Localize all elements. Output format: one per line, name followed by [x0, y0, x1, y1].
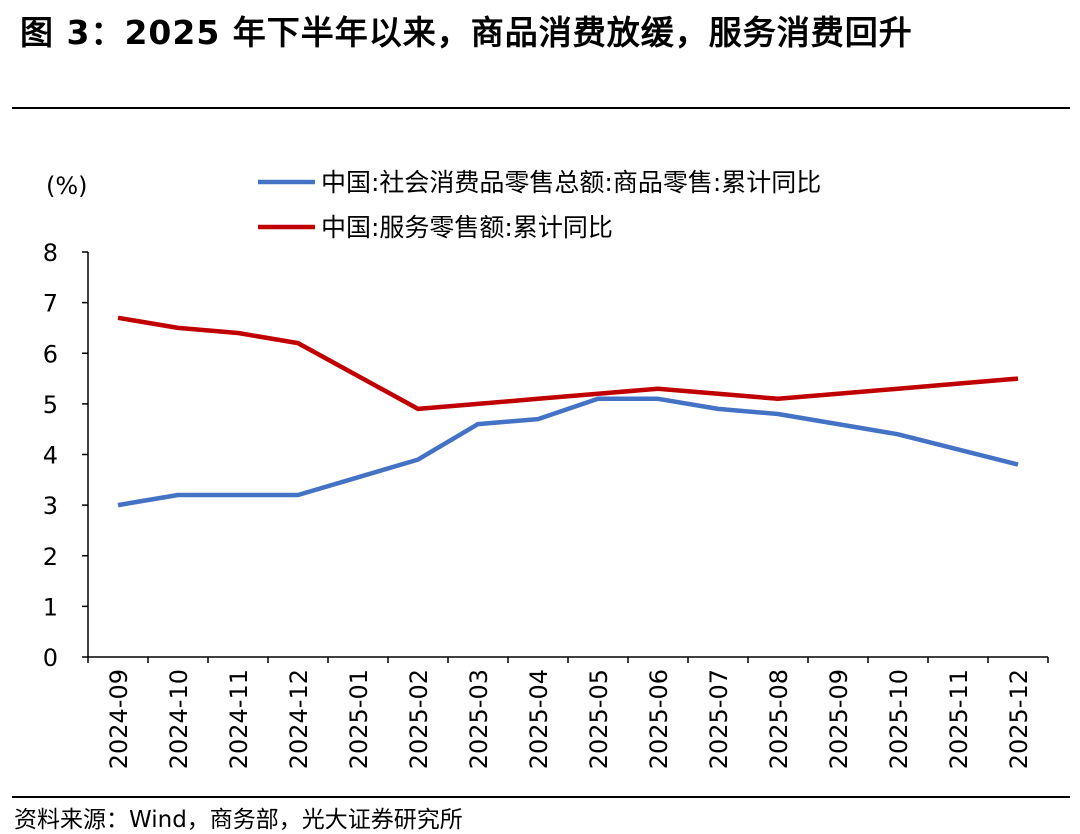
- y-tick-label: 6: [43, 340, 58, 368]
- y-tick-label: 2: [43, 543, 58, 571]
- x-tick-label: 2025-06: [645, 669, 673, 769]
- y-tick-label: 7: [43, 290, 58, 318]
- axes: 0 1 2 3 4 5 6 7 8 2024-09 2024-10 2024-11 2024-12 202…: [43, 239, 1049, 769]
- y-axis-label: (%): [46, 172, 88, 200]
- series-line-1: [117, 396, 1019, 508]
- source-divider: [12, 796, 1070, 798]
- y-tick-label: 8: [43, 239, 58, 267]
- x-tick-label: 2025-02: [405, 669, 433, 769]
- x-tick-label: 2025-03: [465, 669, 493, 769]
- y-tick-label: 4: [43, 442, 58, 470]
- x-tick-label: 2025-11: [945, 669, 973, 769]
- x-tick-label: 2025-08: [765, 669, 793, 769]
- legend-label: 中国:社会消费品零售总额:商品零售:累计同比: [321, 168, 821, 197]
- x-tick-label: 2025-12: [1005, 669, 1033, 769]
- x-tick-label: 2025-04: [525, 669, 553, 769]
- x-tick-label: 2025-05: [585, 669, 613, 769]
- y-tick-label: 0: [43, 644, 58, 672]
- x-tick-label: 2024-12: [285, 669, 313, 769]
- x-tick-label: 2025-01: [345, 669, 373, 769]
- x-tick-label: 2025-09: [825, 669, 853, 769]
- figure-title: 图 3：2025 年下半年以来，商品消费放缓，服务消费回升: [20, 13, 913, 52]
- title-divider: [12, 107, 1070, 109]
- x-tick-label: 2025-07: [705, 669, 733, 769]
- legend-label: 中国:服务零售额:累计同比: [321, 213, 613, 242]
- x-tick-label: 2024-10: [165, 669, 193, 769]
- x-tick-label: 2025-10: [885, 669, 913, 769]
- series-layer: [117, 315, 1019, 508]
- x-tick-label: 2024-11: [225, 669, 253, 769]
- y-tick-label: 1: [43, 593, 58, 621]
- source-note: 资料来源：Wind，商务部，光大证券研究所: [14, 807, 463, 833]
- y-tick-label: 3: [43, 492, 58, 520]
- series-line-2: [117, 315, 1019, 412]
- y-tick-label: 5: [43, 391, 58, 419]
- x-tick-label: 2024-09: [105, 669, 133, 769]
